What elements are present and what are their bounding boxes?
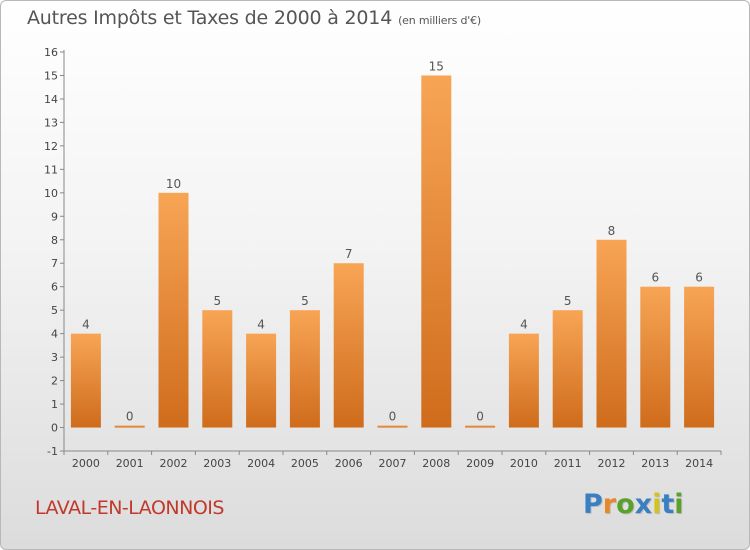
y-tick-label: 11 bbox=[44, 163, 58, 176]
chart-title-text: Autres Impôts et Taxes de 2000 à 2014 bbox=[27, 7, 393, 29]
x-tick-label: 2009 bbox=[466, 457, 494, 470]
x-tick-label: 2002 bbox=[160, 457, 188, 470]
bar bbox=[465, 425, 496, 428]
bar-value-label: 0 bbox=[126, 410, 134, 424]
logo-letter: i bbox=[674, 489, 684, 520]
logo-letter: P bbox=[583, 489, 603, 520]
logo-letter: t bbox=[661, 489, 675, 520]
y-tick-label: 16 bbox=[44, 46, 58, 59]
logo-letter: x bbox=[634, 489, 653, 520]
y-tick-label: 3 bbox=[51, 351, 58, 364]
bar bbox=[246, 333, 277, 428]
bar-value-label: 4 bbox=[520, 318, 528, 332]
bar-value-label: 7 bbox=[345, 247, 353, 261]
bar-value-label: 0 bbox=[476, 410, 484, 424]
bar bbox=[640, 286, 671, 428]
logo-letter: o bbox=[616, 489, 635, 520]
bar bbox=[333, 263, 364, 428]
x-tick-label: 2011 bbox=[554, 457, 582, 470]
y-tick-label: 9 bbox=[51, 210, 58, 223]
x-tick-label: 2008 bbox=[422, 457, 450, 470]
bar bbox=[202, 310, 233, 428]
x-tick-label: 2005 bbox=[291, 457, 319, 470]
bar bbox=[552, 310, 583, 428]
chart-subtitle: (en milliers d'€) bbox=[398, 14, 481, 27]
y-tick-label: 14 bbox=[44, 93, 58, 106]
y-tick-label: 10 bbox=[44, 187, 58, 200]
logo-letter: i bbox=[652, 489, 662, 520]
y-tick-label: 0 bbox=[51, 422, 58, 435]
bar bbox=[421, 75, 452, 428]
y-tick-label: 7 bbox=[51, 257, 58, 270]
y-tick-label: 5 bbox=[51, 304, 58, 317]
x-tick-label: 2003 bbox=[203, 457, 231, 470]
y-tick-label: 4 bbox=[51, 328, 58, 341]
bar-value-label: 8 bbox=[608, 224, 616, 238]
bar-value-label: 5 bbox=[301, 294, 309, 308]
y-tick-label: 6 bbox=[51, 281, 58, 294]
bar-value-label: 6 bbox=[651, 271, 659, 285]
y-tick-label: 15 bbox=[44, 69, 58, 82]
bar bbox=[596, 239, 627, 428]
y-tick-label: 2 bbox=[51, 375, 58, 388]
x-tick-label: 2000 bbox=[72, 457, 100, 470]
x-tick-label: 2013 bbox=[641, 457, 669, 470]
bar-value-label: 4 bbox=[82, 318, 90, 332]
logo-letter: r bbox=[602, 489, 617, 520]
bar bbox=[70, 333, 101, 428]
bar bbox=[114, 425, 145, 428]
bar bbox=[289, 310, 320, 428]
y-tick-label: 8 bbox=[51, 234, 58, 247]
bar-value-label: 10 bbox=[166, 177, 181, 191]
bar-value-label: 4 bbox=[257, 318, 265, 332]
y-tick-label: -1 bbox=[47, 445, 58, 458]
bar bbox=[508, 333, 539, 428]
x-tick-label: 2010 bbox=[510, 457, 538, 470]
x-tick-label: 2012 bbox=[598, 457, 626, 470]
proxiti-logo: Proxiti bbox=[583, 489, 684, 520]
y-tick-label: 12 bbox=[44, 140, 58, 153]
bar-value-label: 5 bbox=[213, 294, 221, 308]
bar-value-label: 6 bbox=[695, 271, 703, 285]
x-tick-label: 2004 bbox=[247, 457, 275, 470]
x-tick-label: 2014 bbox=[685, 457, 713, 470]
bar bbox=[158, 192, 189, 428]
y-tick-label: 1 bbox=[51, 398, 58, 411]
x-tick-label: 2001 bbox=[116, 457, 144, 470]
bar-value-label: 15 bbox=[429, 59, 444, 73]
bar bbox=[684, 286, 715, 428]
bar-value-label: 0 bbox=[389, 410, 397, 424]
commune-name: LAVAL-EN-LAONNOIS bbox=[35, 497, 224, 519]
bar bbox=[377, 425, 408, 428]
chart-title: Autres Impôts et Taxes de 2000 à 2014 (en… bbox=[27, 7, 481, 29]
x-tick-label: 2006 bbox=[335, 457, 363, 470]
y-tick-label: 13 bbox=[44, 116, 58, 129]
bar-value-label: 5 bbox=[564, 294, 572, 308]
x-tick-label: 2007 bbox=[379, 457, 407, 470]
